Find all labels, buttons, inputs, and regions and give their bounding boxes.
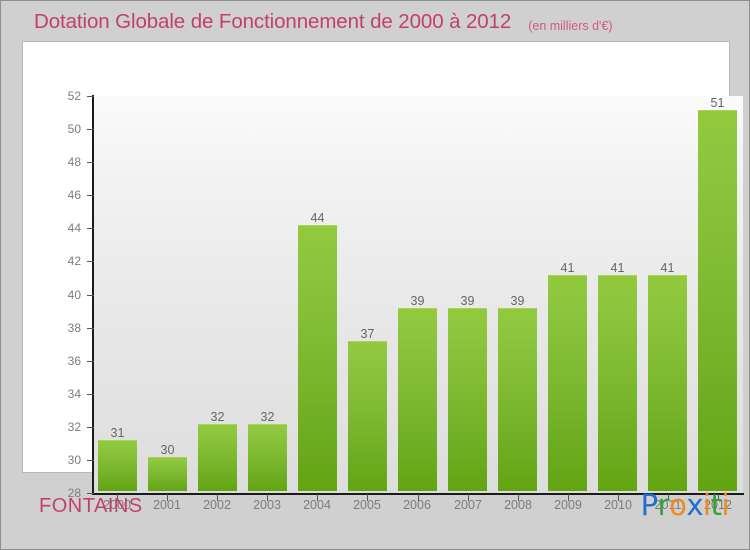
logo-letter-6: i — [721, 488, 729, 522]
logo-letter-1: r — [657, 488, 670, 522]
y-axis-tick — [87, 294, 94, 296]
x-axis-label-2004: 2004 — [303, 498, 331, 512]
logo-letter-3: x — [686, 488, 703, 522]
y-axis-tick — [87, 493, 94, 494]
bar-2006[interactable] — [398, 308, 437, 491]
y-axis-label: 28 — [67, 486, 81, 500]
x-axis-tick — [468, 494, 469, 501]
y-axis-label: 36 — [67, 353, 81, 368]
plot-frame: 28 30 32 34 36 38 40 42 44 46 48 50 52 31 30 32 32 44 37 3… — [22, 41, 744, 512]
y-axis-label: 40 — [67, 287, 81, 302]
y-axis-tick — [87, 129, 94, 131]
x-axis-tick — [618, 494, 619, 501]
bar-2007[interactable] — [448, 308, 487, 491]
y-axis-label: 52 — [67, 89, 81, 103]
y-axis-label: 44 — [67, 221, 81, 236]
x-axis-label-2010: 2010 — [604, 498, 632, 512]
x-axis-label-2012: 2012 — [704, 498, 732, 512]
bar-2010[interactable] — [598, 274, 637, 491]
bar-value-label-2010: 41 — [610, 260, 625, 275]
x-axis-label-2001: 2001 — [153, 498, 181, 512]
y-axis-tick — [87, 459, 94, 461]
bar-value-label-2002: 32 — [210, 409, 225, 424]
y-axis-tick — [87, 261, 94, 263]
bar-2008[interactable] — [498, 308, 537, 491]
x-axis-tick — [718, 494, 719, 501]
x-axis-label-2006: 2006 — [403, 498, 431, 512]
bar-2000[interactable] — [98, 440, 137, 491]
logo-letter-5: t — [710, 488, 722, 522]
y-axis-label: 30 — [67, 452, 81, 467]
bar-value-label-2005: 37 — [360, 327, 375, 342]
x-axis-tick — [518, 494, 519, 501]
y-axis-tick — [87, 393, 94, 395]
y-axis-tick — [87, 195, 94, 197]
x-axis-tick — [117, 494, 118, 501]
page-title: Dotation Globale de Fonctionnement de 20… — [34, 10, 512, 33]
x-axis-label-2000: 2000 — [103, 498, 131, 512]
x-axis-label-2002: 2002 — [203, 498, 231, 512]
bar-2003[interactable] — [248, 423, 287, 491]
bar-value-label-2012: 51 — [710, 95, 725, 110]
bar-value-label-2000: 31 — [110, 426, 125, 441]
logo-letter-4: i — [703, 488, 711, 522]
bar-value-label-2008: 39 — [510, 294, 525, 309]
x-axis-tick — [217, 494, 218, 501]
chart-units-subtitle: (en milliers d'€) — [528, 19, 613, 33]
bar-value-label-2009: 41 — [560, 260, 575, 275]
bar-value-label-2001: 30 — [160, 442, 175, 457]
x-axis-tick — [267, 494, 268, 501]
x-axis-tick — [167, 494, 168, 501]
logo-letter-0: P — [640, 488, 659, 522]
bar-2009[interactable] — [548, 274, 587, 491]
y-axis-label: 38 — [67, 320, 81, 335]
y-axis-label: 32 — [67, 419, 81, 434]
y-axis-tick — [87, 228, 94, 230]
bar-value-label-2004: 44 — [310, 211, 325, 226]
x-axis-label-2003: 2003 — [253, 498, 281, 512]
x-axis-label-2007: 2007 — [454, 498, 482, 512]
y-axis-label: 34 — [67, 386, 81, 401]
y-axis-tick — [87, 96, 94, 97]
place-name: FONTAINS — [39, 495, 143, 517]
x-axis-tick — [568, 494, 569, 501]
bar-value-label-2006: 39 — [410, 294, 425, 309]
y-axis-tick — [87, 162, 94, 164]
y-axis-label: 50 — [67, 122, 81, 137]
bar-2012[interactable] — [698, 109, 737, 491]
logo-letter-2: o — [669, 488, 687, 522]
x-axis-tick — [418, 494, 419, 501]
bar-value-label-2007: 39 — [460, 294, 475, 309]
bar-value-label-2003: 32 — [260, 409, 275, 424]
y-axis-tick — [87, 426, 94, 428]
y-axis-tick — [87, 327, 94, 329]
bar-2005[interactable] — [348, 341, 387, 491]
proxiti-logo[interactable]: Proxiti — [640, 488, 730, 522]
bar-2002[interactable] — [198, 423, 237, 491]
bar-2004[interactable] — [298, 225, 337, 491]
y-axis-label: 46 — [67, 188, 81, 203]
chart-header: Dotation Globale de Fonctionnement de 20… — [1, 1, 749, 41]
x-axis-tick — [668, 494, 669, 501]
bar-2011[interactable] — [648, 274, 687, 491]
chart-footer: FONTAINS Proxiti — [1, 473, 749, 549]
x-axis-label-2008: 2008 — [504, 498, 532, 512]
y-axis-label: 48 — [67, 155, 81, 170]
x-axis-tick — [367, 494, 368, 501]
x-axis-label-2011: 2011 — [654, 498, 682, 512]
y-axis-label: 42 — [67, 254, 81, 269]
y-axis-tick — [87, 360, 94, 362]
x-axis-label-2009: 2009 — [554, 498, 582, 512]
x-axis-tick — [317, 494, 318, 501]
bar-2001[interactable] — [148, 456, 187, 491]
x-axis-label-2005: 2005 — [353, 498, 381, 512]
bar-value-label-2011: 41 — [660, 260, 675, 275]
